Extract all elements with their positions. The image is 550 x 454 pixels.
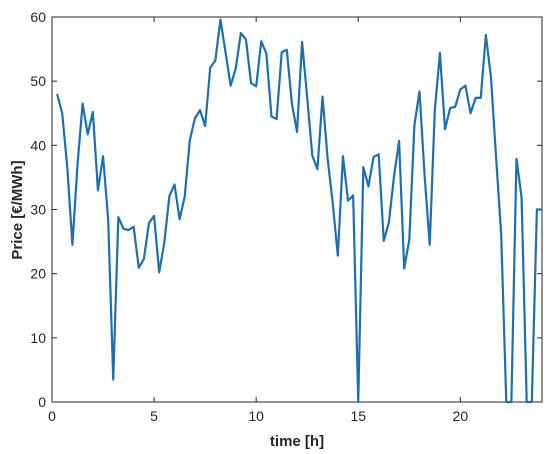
y-tick-label: 60 — [30, 9, 46, 25]
y-tick-label: 10 — [30, 330, 46, 346]
y-tick-label: 0 — [38, 394, 46, 410]
y-tick-label: 30 — [30, 202, 46, 218]
x-tick-label: 10 — [248, 408, 264, 424]
y-tick-label: 40 — [30, 137, 46, 153]
x-axis-label: time [h] — [270, 433, 324, 450]
series-line — [56, 18, 542, 404]
y-tick-labels: 0 10 20 30 40 50 60 — [30, 9, 46, 410]
y-tick-label: 50 — [30, 73, 46, 89]
plot-area — [51, 16, 543, 403]
x-tick-labels: 0 5 10 15 20 — [48, 408, 468, 424]
y-tick-label: 20 — [30, 266, 46, 282]
x-tick-label: 20 — [453, 408, 469, 424]
y-axis-label: Price [€/MWh] — [9, 160, 26, 259]
x-tick-label: 5 — [150, 408, 158, 424]
x-tick-label: 0 — [48, 408, 56, 424]
x-tick-label: 15 — [350, 408, 366, 424]
